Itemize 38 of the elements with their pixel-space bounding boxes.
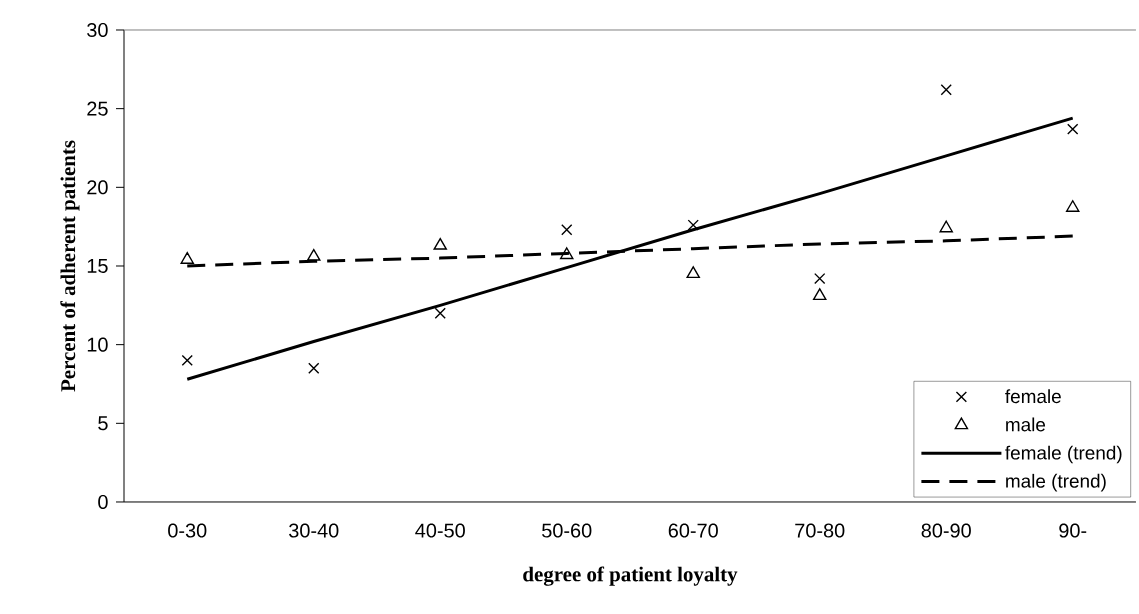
point — [940, 84, 952, 96]
y-axis-title: Percent of adherent patients — [60, 140, 80, 392]
point — [1067, 123, 1079, 135]
x-axis-title: degree of patient loyalty — [523, 566, 738, 586]
legend-label: male — [1006, 417, 1046, 432]
line-series — [185, 116, 1075, 381]
point — [181, 354, 193, 367]
point — [812, 288, 827, 301]
y-tick-label: 5 — [98, 416, 108, 431]
point — [434, 307, 446, 319]
y-tick-label: 25 — [87, 101, 108, 116]
y-tick-label: 20 — [87, 180, 108, 195]
y-tick-label: 10 — [87, 337, 108, 352]
legend-label: female — [1005, 389, 1061, 404]
x-tick-label: 50-60 — [542, 523, 592, 538]
x-tick-label: 40-50 — [415, 523, 465, 538]
legend-label: female (trend) — [1005, 445, 1122, 464]
x-tick-label: 60-70 — [668, 523, 718, 538]
point — [687, 219, 699, 231]
x-tick-label: 70-80 — [795, 523, 845, 538]
point — [180, 251, 195, 264]
point — [559, 247, 574, 260]
point — [306, 248, 321, 261]
x-tick-label: 30-40 — [289, 523, 339, 538]
point — [939, 220, 953, 233]
x-tick-label: 0-30 — [168, 523, 207, 538]
legend-label: male (trend) — [1006, 473, 1106, 492]
point — [686, 266, 700, 279]
point — [308, 362, 320, 374]
y-tick-label: 15 — [87, 259, 108, 273]
y-tick-label: 0 — [98, 494, 108, 510]
point — [1065, 200, 1080, 212]
point — [561, 224, 573, 236]
x-tick-label: 80-90 — [921, 523, 971, 538]
x-tick-label: 90- — [1059, 523, 1087, 538]
point — [433, 237, 448, 250]
y-tick-label: 30 — [87, 22, 108, 38]
point — [814, 272, 826, 285]
